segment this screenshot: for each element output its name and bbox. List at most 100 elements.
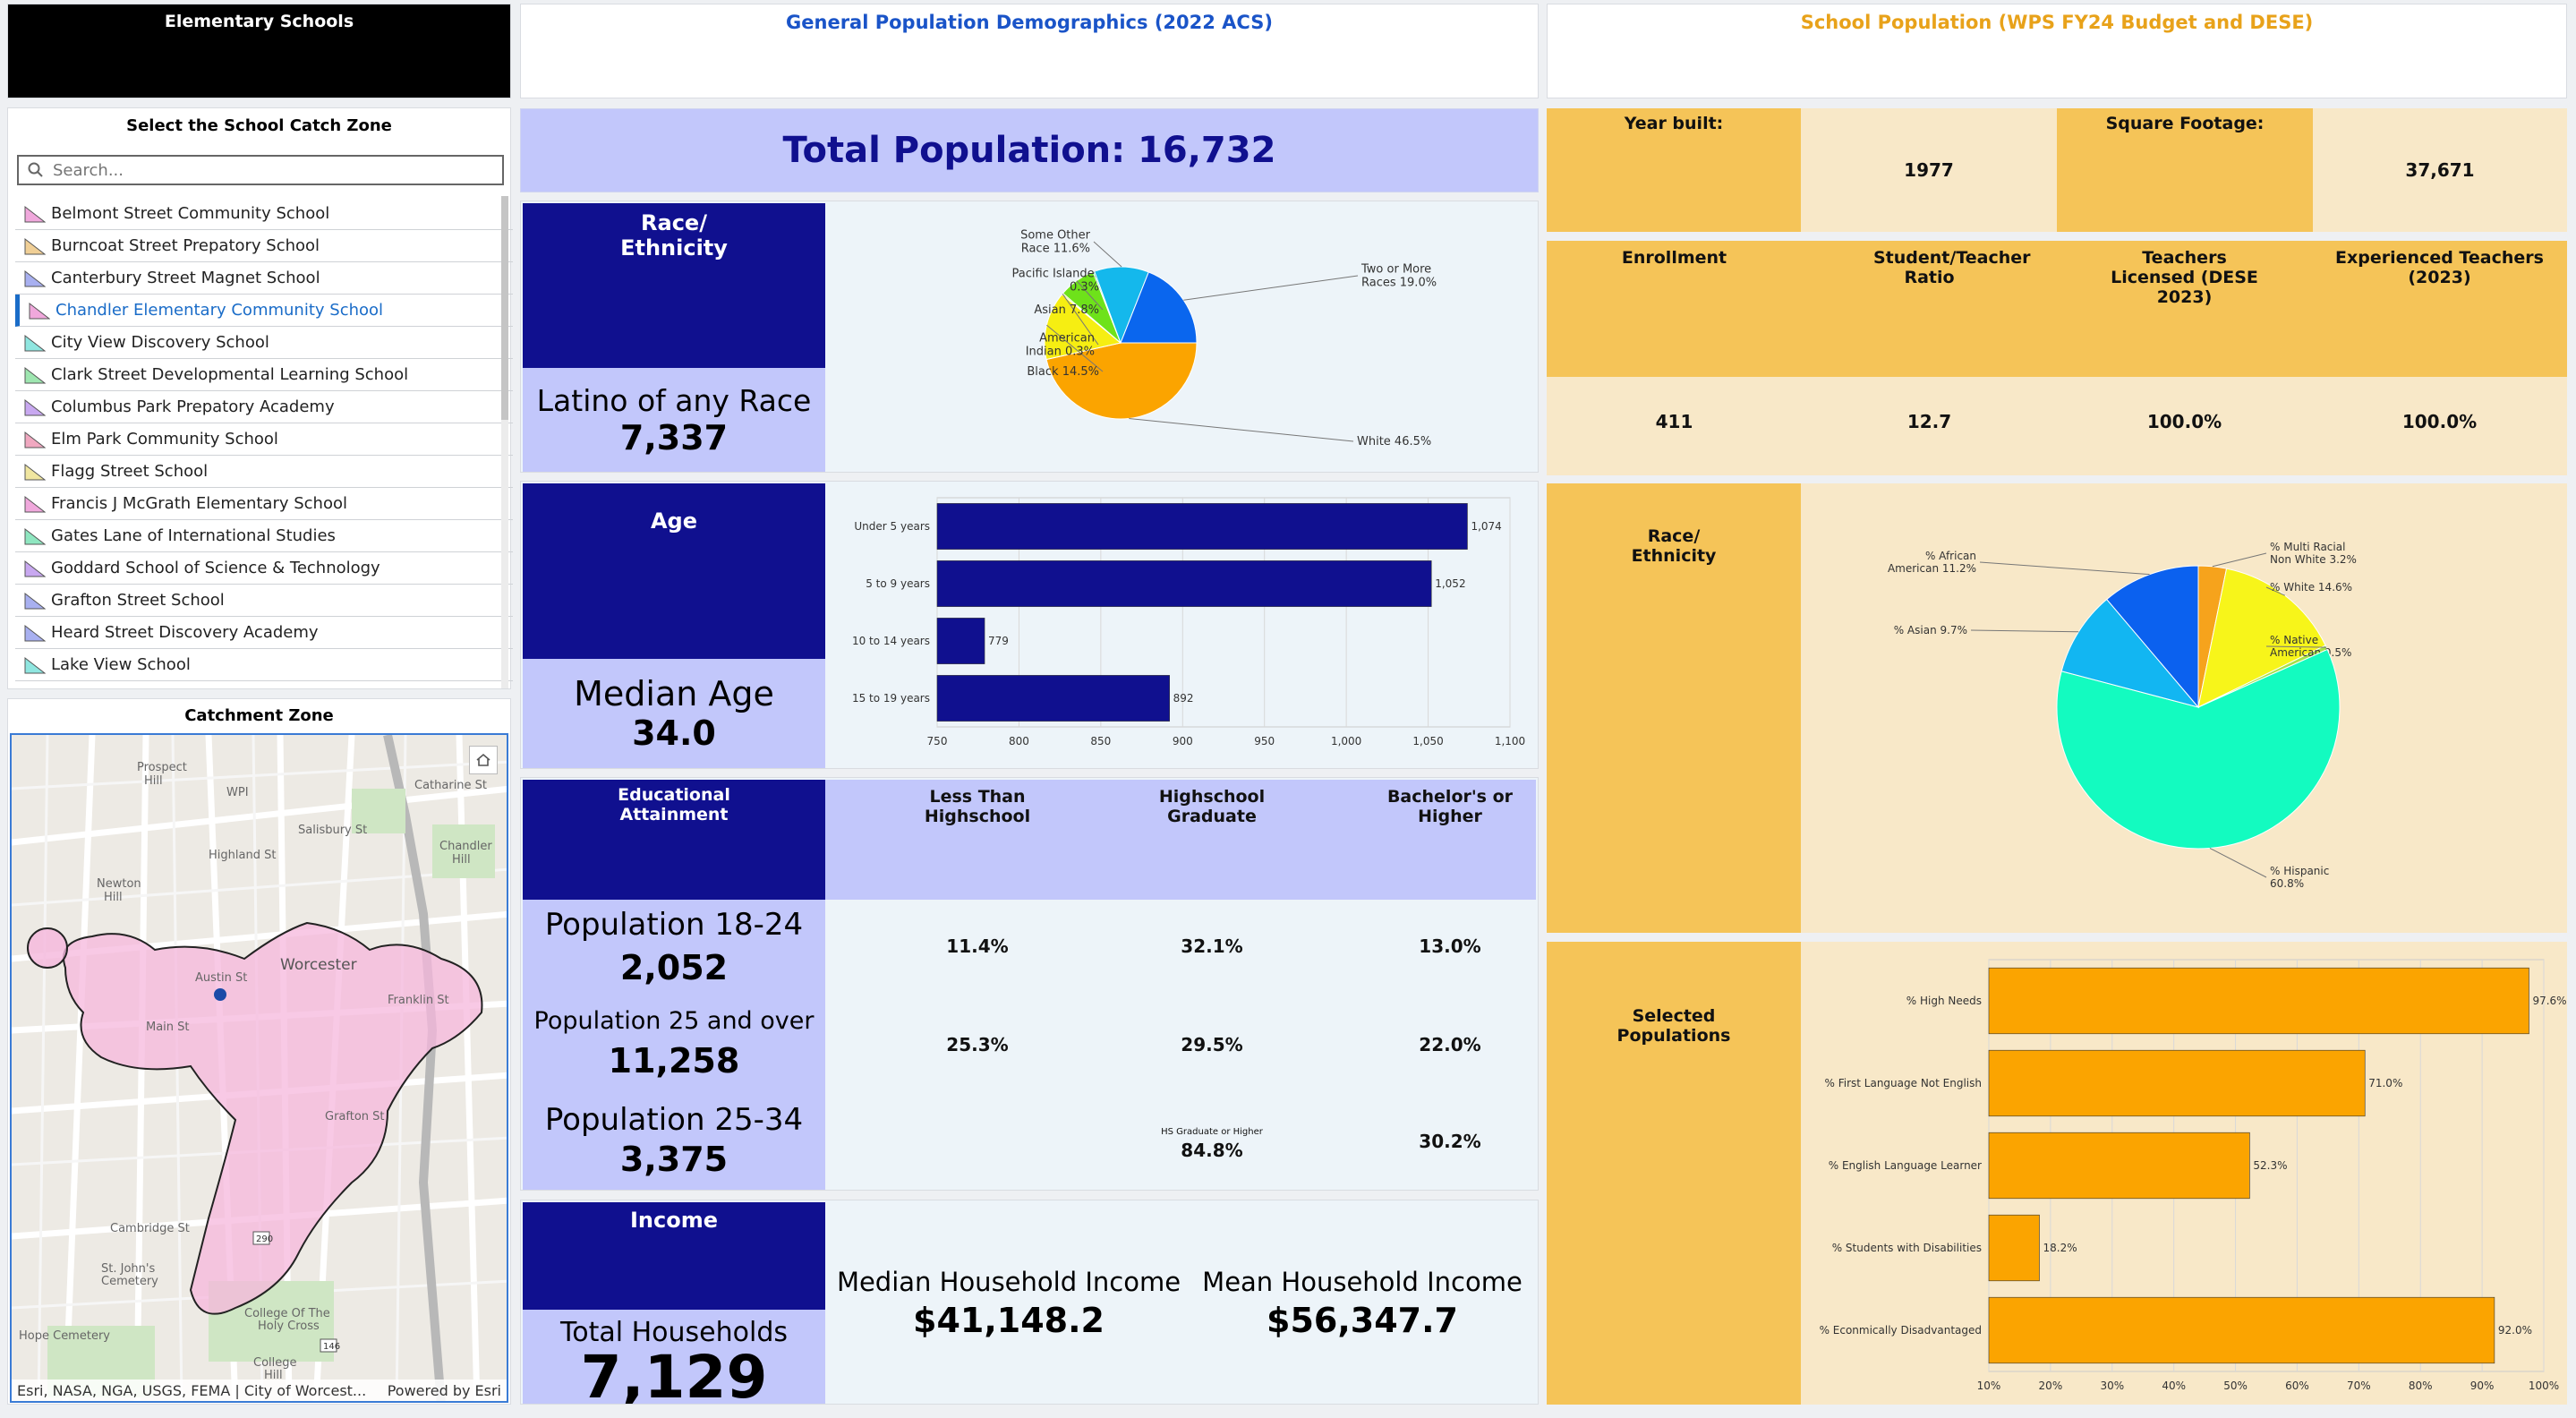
school-name: Francis J McGrath Elementary School bbox=[51, 494, 347, 513]
pie-leader-line bbox=[2265, 586, 2286, 596]
bar bbox=[1988, 1214, 2040, 1282]
median-age-box: Median Age 34.0 bbox=[523, 659, 825, 768]
school-list-item[interactable]: Francis J McGrath Elementary School bbox=[15, 488, 513, 520]
search-input[interactable] bbox=[53, 160, 482, 180]
zone-color-icon bbox=[24, 592, 46, 609]
edu-row-1-label: Population 25 and over bbox=[533, 1007, 815, 1035]
school-list-item[interactable]: Columbus Park Prepatory Academy bbox=[15, 391, 513, 423]
zone-color-icon bbox=[24, 366, 46, 383]
school-race-label-box: Race/ Ethnicity bbox=[1547, 483, 1801, 933]
zone-color-icon bbox=[24, 334, 46, 351]
school-list-item[interactable]: Goddard School of Science & Technology bbox=[15, 552, 513, 585]
school-list-item[interactable]: City View Discovery School bbox=[15, 327, 513, 359]
edu-cell: 22.0% bbox=[1419, 1034, 1481, 1055]
edu-cell: 25.3% bbox=[946, 1034, 1009, 1055]
pie-leader-line bbox=[1076, 280, 1104, 311]
mean-income-value: $56,347.7 bbox=[1267, 1301, 1458, 1340]
school-list-item[interactable]: Belmont Street Community School bbox=[15, 198, 513, 230]
pie-label: American bbox=[1039, 332, 1095, 346]
pie-leader-line bbox=[1093, 241, 1122, 268]
pie-leader-line bbox=[1046, 324, 1104, 372]
building-panel: Year built: 1977 Square Footage: 37,671 bbox=[1547, 108, 2567, 232]
race-label: Race/ Ethnicity bbox=[620, 210, 728, 261]
edu-col-0: Less Than Highschool bbox=[924, 787, 1031, 826]
school-list-item[interactable]: Canterbury Street Magnet School bbox=[15, 262, 513, 295]
tick-label: 850 bbox=[1090, 735, 1111, 747]
map-powered-by[interactable]: Powered by Esri bbox=[387, 1381, 501, 1399]
selected-populations-panel: Selected Populations 10% 20% 30% 40% 50% 60% 7… bbox=[1547, 942, 2567, 1405]
svg-text:Prospect: Prospect bbox=[137, 761, 187, 774]
school-list-item[interactable]: Clark Street Developmental Learning Scho… bbox=[15, 359, 513, 391]
year-built-box: 1977 bbox=[1801, 108, 2057, 232]
school-list-item[interactable]: Flagg Street School bbox=[15, 456, 513, 488]
bar bbox=[936, 560, 1432, 607]
tick-label: 1,100 bbox=[1495, 735, 1525, 747]
school-list-item[interactable]: Chandler Elementary Community School bbox=[15, 295, 513, 327]
catchment-zone bbox=[63, 921, 483, 1315]
tick-label: 30% bbox=[2100, 1380, 2124, 1392]
pie-label: Races 19.0% bbox=[1361, 277, 1437, 290]
zone-color-icon bbox=[24, 237, 46, 254]
svg-text:Chandler: Chandler bbox=[439, 840, 492, 853]
education-panel: Educational Attainment Less Than Highsch… bbox=[520, 777, 1539, 1191]
stat-value-experienced: 100.0% bbox=[2401, 411, 2478, 432]
school-name: Heard Street Discovery Academy bbox=[51, 623, 319, 642]
school-name: Canterbury Street Magnet School bbox=[51, 269, 320, 287]
pie-leader-line bbox=[1062, 293, 1099, 346]
pie-label: % White 14.6% bbox=[2270, 581, 2352, 594]
pie-leader-line bbox=[1183, 275, 1359, 301]
pie-label: Asian 7.8% bbox=[1034, 303, 1099, 317]
list-scrollbar[interactable] bbox=[501, 196, 508, 688]
edu-row-0-value: 2,052 bbox=[619, 948, 729, 987]
edu-cell: 29.5% bbox=[1181, 1034, 1243, 1055]
school-list-item[interactable]: Heard Street Discovery Academy bbox=[15, 617, 513, 649]
mean-income-label: Mean Household Income bbox=[1202, 1267, 1523, 1297]
stat-label-experienced: Experienced Teachers (2023) bbox=[2335, 248, 2544, 287]
edu-row-0-label: Population 18-24 bbox=[544, 907, 804, 943]
tick-label: 750 bbox=[927, 735, 948, 747]
pie-leader-line bbox=[1129, 417, 1354, 442]
pie-label: % African bbox=[1925, 550, 1976, 562]
school-list-item[interactable]: Gates Lane of International Studies bbox=[15, 520, 513, 552]
households-box: Total Households 7,129 bbox=[523, 1310, 825, 1404]
search-box[interactable] bbox=[17, 155, 504, 185]
school-name: Chandler Elementary Community School bbox=[55, 301, 384, 320]
pie-label: 60.8% bbox=[2270, 877, 2304, 890]
category-label: 5 to 9 years bbox=[866, 577, 930, 590]
school-race-panel: Race/ Ethnicity % Multi Racial Non White … bbox=[1547, 483, 2567, 933]
school-name: Clark Street Developmental Learning Scho… bbox=[51, 365, 409, 384]
income-panel: Income Total Households 7,129 Median Hou… bbox=[520, 1200, 1539, 1405]
zone-color-icon bbox=[24, 398, 46, 415]
zone-color-icon bbox=[24, 205, 46, 222]
svg-text:Hill: Hill bbox=[104, 891, 123, 904]
bar bbox=[1988, 1296, 2495, 1364]
pie-leader-line bbox=[2212, 552, 2267, 568]
school-list-item[interactable]: Lake View School bbox=[15, 649, 513, 681]
households-label: Total Households bbox=[560, 1317, 788, 1348]
category-label: 15 to 19 years bbox=[852, 692, 930, 705]
svg-text:146: 146 bbox=[323, 1342, 340, 1352]
school-list-item[interactable]: Burncoat Street Prepatory School bbox=[15, 230, 513, 262]
bar bbox=[936, 618, 985, 664]
school-list-item[interactable]: Grafton Street School bbox=[15, 585, 513, 617]
sqft-box: 37,671 bbox=[2313, 108, 2567, 232]
right-header-panel: School Population (WPS FY24 Budget and D… bbox=[1547, 4, 2567, 98]
svg-text:Main St: Main St bbox=[146, 1021, 190, 1034]
school-list-item[interactable]: Elm Park Community School bbox=[15, 423, 513, 456]
tick-label: 90% bbox=[2470, 1380, 2495, 1392]
tick-label: 20% bbox=[2039, 1380, 2063, 1392]
year-built-label-box: Year built: bbox=[1547, 108, 1801, 232]
catchment-map[interactable]: Prospect Hill WPI Newton Hill Chandler Hill… bbox=[10, 733, 508, 1403]
school-name: City View Discovery School bbox=[51, 333, 269, 352]
median-age-value: 34.0 bbox=[632, 713, 716, 753]
zone-color-icon bbox=[24, 269, 46, 286]
edu-row-2-value: 3,375 bbox=[619, 1140, 729, 1179]
home-button[interactable] bbox=[469, 746, 498, 774]
edu-cell: 30.2% bbox=[1419, 1131, 1481, 1152]
svg-text:WPI: WPI bbox=[226, 786, 249, 799]
category-label: % High Needs bbox=[1906, 995, 1982, 1007]
tick-label: 60% bbox=[2285, 1380, 2309, 1392]
stat-value-licensed: 100.0% bbox=[2146, 411, 2222, 432]
